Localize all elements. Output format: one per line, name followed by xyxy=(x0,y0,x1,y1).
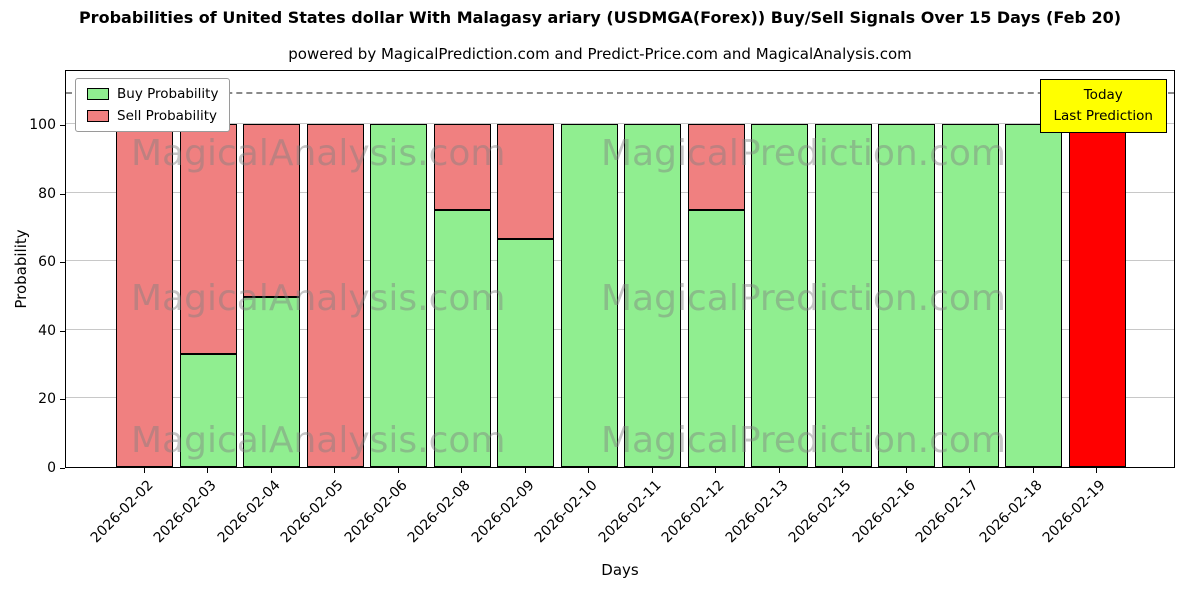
annotation-line-1: Today xyxy=(1083,87,1123,103)
x-tick-mark xyxy=(588,468,590,473)
bar-segment xyxy=(687,123,745,210)
x-tick-mark xyxy=(1032,468,1034,473)
y-gridline xyxy=(66,260,1174,262)
y-tick-mark xyxy=(60,468,65,469)
x-tick-mark xyxy=(143,468,145,473)
y-tick-label: 80 xyxy=(38,185,56,202)
y-tick-label: 20 xyxy=(38,391,56,408)
x-tick-mark xyxy=(651,468,653,473)
x-tick-mark xyxy=(778,468,780,473)
plot-area: Buy Probability Sell Probability Magical… xyxy=(65,70,1175,468)
x-axis-label: Days xyxy=(601,561,639,579)
y-tick-label: 100 xyxy=(29,116,56,133)
x-tick-mark xyxy=(715,468,717,473)
y-gridline xyxy=(66,191,1174,193)
x-tick-mark xyxy=(270,468,272,473)
bar-segment xyxy=(370,123,428,467)
y-tick-mark xyxy=(60,124,65,126)
chart-title: Probabilities of United States dollar Wi… xyxy=(78,8,1122,27)
y-tick-mark xyxy=(60,193,65,195)
y-tick-mark xyxy=(60,399,65,401)
bar-segment xyxy=(941,123,999,467)
y-gridline xyxy=(66,397,1174,399)
x-tick-mark xyxy=(207,468,209,473)
legend: Buy Probability Sell Probability xyxy=(75,78,231,132)
bar-segment xyxy=(1068,123,1126,467)
bar-segment xyxy=(306,123,364,467)
x-tick-mark xyxy=(1096,468,1098,473)
x-tick-mark xyxy=(461,468,463,473)
sell-probability-swatch xyxy=(87,110,109,122)
bar-segment xyxy=(243,297,301,467)
legend-item-buy: Buy Probability xyxy=(87,86,218,102)
bar-segment xyxy=(497,238,555,467)
y-tick-label: 60 xyxy=(38,254,56,271)
chart-subtitle: powered by MagicalPrediction.com and Pre… xyxy=(288,45,912,63)
today-annotation: Today Last Prediction xyxy=(1039,79,1167,133)
bar-segment xyxy=(243,123,301,298)
y-tick-mark xyxy=(60,262,65,264)
bar-segment xyxy=(624,123,682,467)
bar-segment xyxy=(116,123,174,467)
bar-segment xyxy=(751,123,809,467)
y-gridline xyxy=(66,328,1174,330)
y-tick-label: 0 xyxy=(47,460,56,476)
bar-segment xyxy=(878,123,936,467)
y-gridline xyxy=(66,122,1174,124)
y-tick-label: 40 xyxy=(38,322,56,339)
x-tick-mark xyxy=(842,468,844,473)
bar-segment xyxy=(687,209,745,467)
threshold-dashed-line xyxy=(66,91,1174,94)
bar-segment xyxy=(814,123,872,467)
legend-item-sell: Sell Probability xyxy=(87,108,218,124)
x-tick-mark xyxy=(905,468,907,473)
bar-segment xyxy=(497,123,555,239)
bar-segment xyxy=(433,123,491,210)
x-tick-mark xyxy=(524,468,526,473)
x-tick-mark xyxy=(969,468,971,473)
legend-label-sell: Sell Probability xyxy=(117,108,218,124)
buy-probability-swatch xyxy=(87,88,109,100)
annotation-line-2: Last Prediction xyxy=(1053,107,1153,124)
bar-segment xyxy=(433,209,491,467)
legend-label-buy: Buy Probability xyxy=(117,86,219,102)
x-tick-mark xyxy=(397,468,399,473)
y-tick-mark xyxy=(60,330,65,332)
bar-segment xyxy=(1005,123,1063,467)
bar-segment xyxy=(179,123,237,354)
bar-segment xyxy=(560,123,618,467)
bar-segment xyxy=(179,353,237,467)
x-tick-mark xyxy=(334,468,336,473)
